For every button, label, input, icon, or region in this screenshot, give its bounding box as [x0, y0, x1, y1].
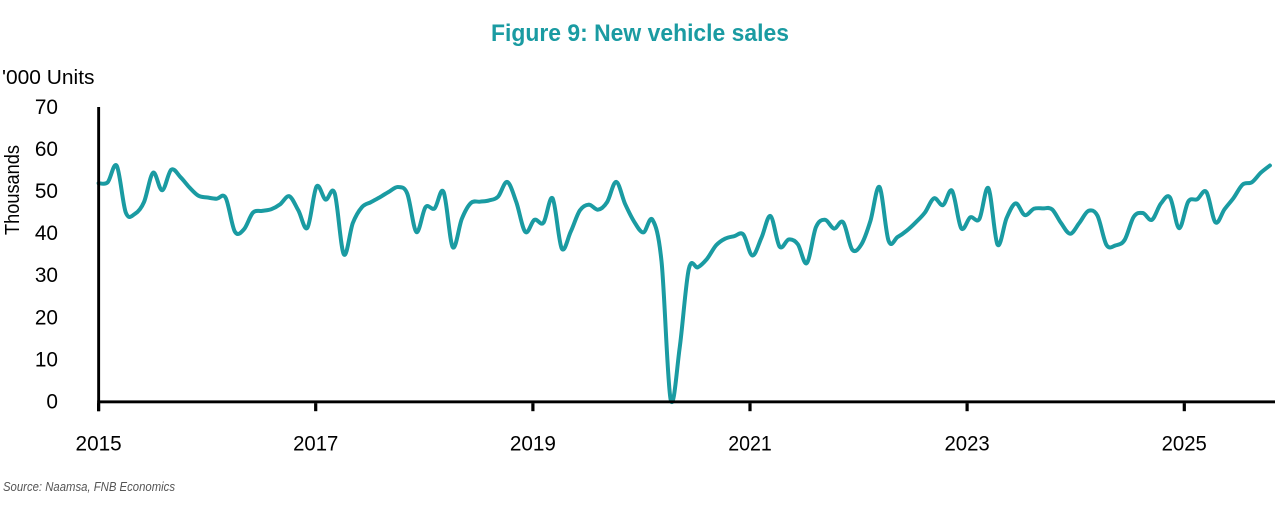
svg-text:2019: 2019 [510, 433, 556, 456]
svg-text:20: 20 [35, 306, 58, 329]
svg-text:40: 40 [35, 222, 58, 245]
svg-text:70: 70 [35, 96, 58, 119]
svg-text:2017: 2017 [293, 433, 338, 456]
svg-text:50: 50 [35, 180, 58, 203]
svg-text:2015: 2015 [76, 433, 122, 456]
svg-text:2023: 2023 [945, 433, 990, 456]
svg-text:Source: Naamsa, FNB Economics: Source: Naamsa, FNB Economics [3, 479, 175, 494]
svg-text:10: 10 [35, 348, 58, 371]
svg-text:0: 0 [46, 390, 58, 413]
svg-text:2025: 2025 [1162, 433, 1207, 456]
svg-text:2021: 2021 [728, 433, 772, 456]
svg-text:Thousands: Thousands [2, 145, 24, 235]
svg-text:Figure 9: New vehicle sales: Figure 9: New vehicle sales [491, 20, 789, 47]
svg-text:30: 30 [35, 264, 58, 287]
svg-text:60: 60 [35, 138, 58, 161]
svg-text:'000 Units: '000 Units [2, 67, 95, 89]
